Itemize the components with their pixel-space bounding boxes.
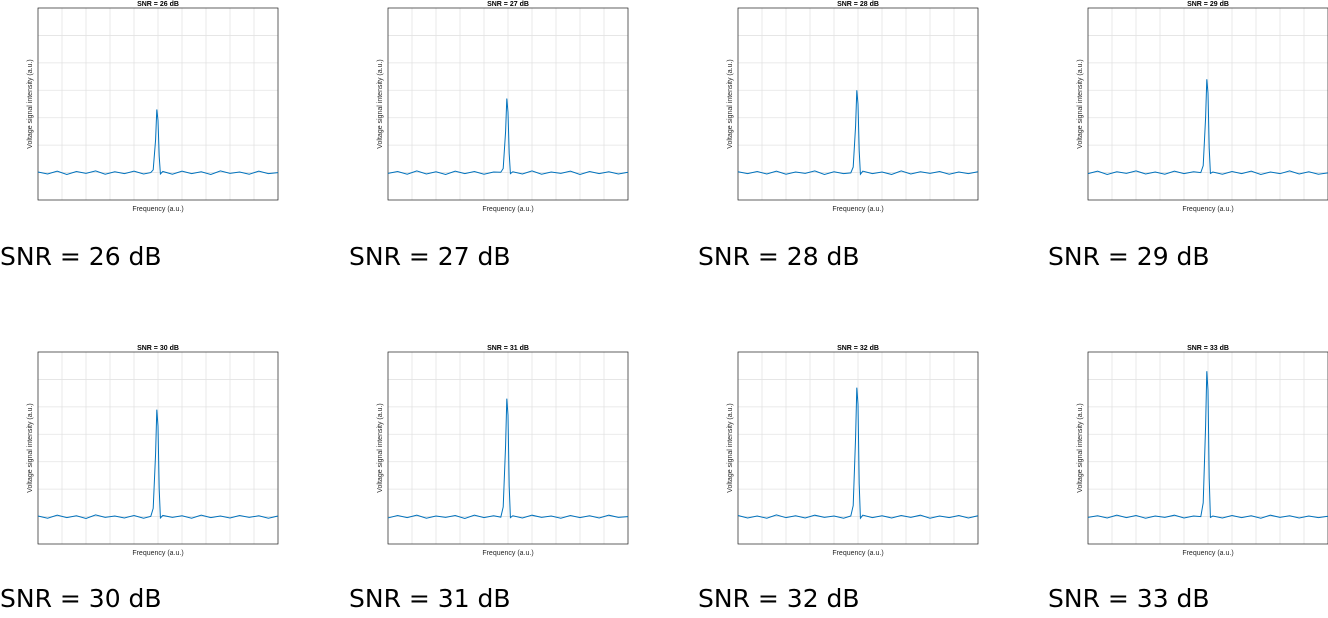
spectrum-line [1087, 79, 1328, 176]
x-axis-label: Frequency (a.u.) [482, 550, 533, 557]
spectrum-line [37, 409, 279, 520]
subplot-title: SNR = 32 dB [837, 345, 879, 352]
y-axis-label: Voltage signal intensity (a.u.) [1077, 59, 1084, 149]
axes-box [387, 351, 629, 545]
axes-box [37, 7, 279, 201]
spectrum-line [737, 387, 979, 520]
caption: SNR = 30 dB [0, 584, 162, 613]
axes-box [737, 351, 979, 545]
spectrum-line [387, 98, 629, 176]
y-axis-label: Voltage signal intensity (a.u.) [727, 403, 734, 493]
subplot-title: SNR = 28 dB [837, 1, 879, 8]
axes-box [1087, 7, 1328, 201]
caption: SNR = 29 dB [1048, 242, 1210, 271]
subplot-title: SNR = 29 dB [1187, 1, 1229, 8]
subplot-title: SNR = 33 dB [1187, 345, 1229, 352]
x-axis-label: Frequency (a.u.) [832, 550, 883, 557]
subplot-title: SNR = 27 dB [487, 1, 529, 8]
caption: SNR = 31 dB [349, 584, 511, 613]
caption: SNR = 27 dB [349, 242, 511, 271]
caption: SNR = 32 dB [698, 584, 860, 613]
axes-box [737, 7, 979, 201]
x-axis-label: Frequency (a.u.) [132, 550, 183, 557]
spectrum-line [37, 109, 279, 176]
x-axis-label: Frequency (a.u.) [1182, 206, 1233, 213]
y-axis-label: Voltage signal intensity (a.u.) [27, 59, 34, 149]
x-axis-label: Frequency (a.u.) [832, 206, 883, 213]
subplot-title: SNR = 26 dB [137, 1, 179, 8]
axes-box [37, 351, 279, 545]
y-axis-label: Voltage signal intensity (a.u.) [27, 403, 34, 493]
subplot-title: SNR = 30 dB [137, 345, 179, 352]
x-axis-label: Frequency (a.u.) [132, 206, 183, 213]
axes-box [1087, 351, 1328, 545]
y-axis-label: Voltage signal intensity (a.u.) [377, 59, 384, 149]
spectrum-line [1087, 371, 1328, 519]
spectrum-line [737, 90, 979, 176]
y-axis-label: Voltage signal intensity (a.u.) [727, 59, 734, 149]
x-axis-label: Frequency (a.u.) [482, 206, 533, 213]
caption: SNR = 33 dB [1048, 584, 1210, 613]
y-axis-label: Voltage signal intensity (a.u.) [1077, 403, 1084, 493]
axes-box [387, 7, 629, 201]
subplot-title: SNR = 31 dB [487, 345, 529, 352]
spectrum-line [387, 398, 629, 520]
y-axis-label: Voltage signal intensity (a.u.) [377, 403, 384, 493]
caption: SNR = 28 dB [698, 242, 860, 271]
caption: SNR = 26 dB [0, 242, 162, 271]
x-axis-label: Frequency (a.u.) [1182, 550, 1233, 557]
